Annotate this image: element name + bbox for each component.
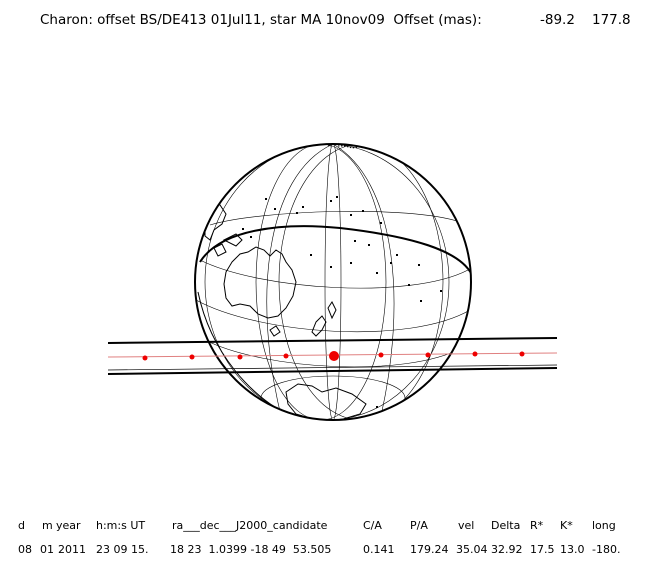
australia (223, 246, 297, 319)
track-north-limit (107, 337, 558, 344)
title-text: Charon: offset BS/DE413 01Jul11, star MA… (40, 12, 482, 28)
hdr-r: R* (530, 519, 544, 532)
time-marker-central (329, 351, 339, 361)
hdr-k: K* (560, 519, 573, 532)
val-vel: 35.04 (456, 543, 488, 556)
hdr-m: m (42, 519, 53, 532)
time-marker (237, 354, 243, 360)
hdr-ca: C/A (363, 519, 382, 532)
val-radec: 18 23 1.0399 -18 49 53.505 (170, 543, 332, 556)
hdr-time: h:m:s UT (96, 519, 146, 532)
hdr-long: long (592, 519, 616, 532)
hdr-year: year (56, 519, 81, 532)
val-d: 08 (18, 543, 32, 556)
pacific-islands (242, 196, 442, 408)
val-year: 2011 (58, 543, 86, 556)
hdr-pa: P/A (410, 519, 428, 532)
time-marker (425, 352, 431, 358)
val-k: 13.0 (560, 543, 585, 556)
time-marker (519, 351, 525, 357)
val-m: 01 (40, 543, 54, 556)
far-side-coastline (327, 144, 361, 149)
time-marker (378, 352, 384, 358)
time-marker (189, 354, 195, 360)
tasmania (269, 325, 281, 337)
offset-ra: -89.2 (540, 12, 575, 28)
val-ca: 0.141 (363, 543, 395, 556)
time-markers (142, 351, 525, 361)
parallels (195, 211, 471, 420)
occultation-track (107, 337, 558, 375)
time-marker (142, 355, 148, 361)
hdr-vel: vel (458, 519, 475, 532)
time-marker (472, 351, 478, 357)
equator (199, 225, 471, 276)
hdr-d: d (18, 519, 25, 532)
plot-title: Charon: offset BS/DE413 01Jul11, star MA… (0, 12, 646, 32)
globe-outline (194, 143, 472, 421)
hdr-delta: Delta (491, 519, 521, 532)
asia-coast (204, 199, 227, 241)
val-time: 23 09 15. (96, 543, 149, 556)
val-delta: 32.92 (491, 543, 523, 556)
offset-dec: 177.8 (592, 12, 631, 28)
time-marker (283, 353, 289, 359)
hdr-radec: ra___dec___J2000_candidate (172, 519, 328, 532)
val-r: 17.5 (530, 543, 555, 556)
new-zealand (311, 301, 337, 337)
track-south-limit (107, 367, 558, 375)
val-long: -180. (592, 543, 621, 556)
val-pa: 179.24 (410, 543, 449, 556)
